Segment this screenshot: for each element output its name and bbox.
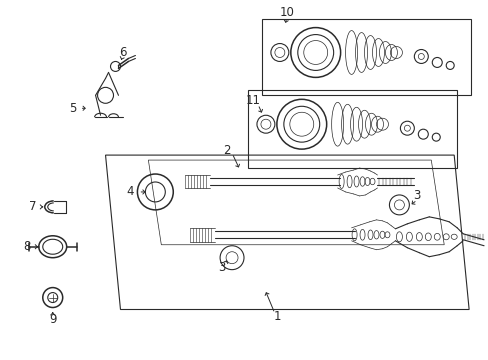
Text: 3: 3	[218, 261, 225, 274]
Text: 9: 9	[49, 313, 57, 326]
Text: 5: 5	[69, 102, 76, 115]
Text: 6: 6	[119, 46, 126, 59]
Text: 1: 1	[274, 310, 281, 323]
Text: 4: 4	[126, 185, 134, 198]
Text: 11: 11	[245, 94, 260, 107]
Text: 7: 7	[29, 201, 37, 213]
Text: 3: 3	[413, 189, 420, 202]
Text: 10: 10	[279, 6, 294, 19]
Text: 8: 8	[23, 240, 30, 253]
Text: 2: 2	[223, 144, 230, 157]
